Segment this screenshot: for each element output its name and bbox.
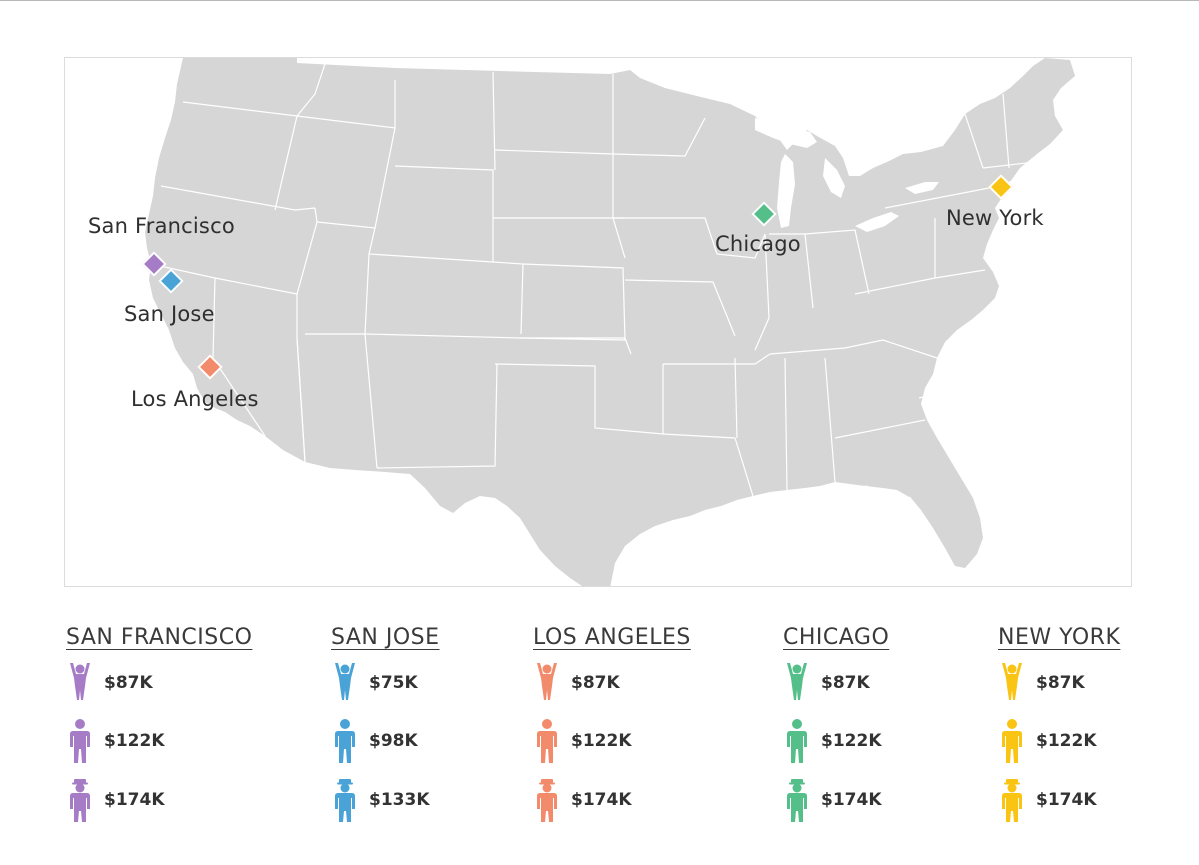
legend-column-new-york: NEW YORK $87K $122K $174K — [998, 625, 1121, 822]
child-figure-icon — [331, 660, 359, 706]
senior-figure-icon — [533, 777, 561, 823]
us-map-graphic — [145, 58, 1075, 586]
legend-title: NEW YORK — [998, 625, 1121, 650]
adult-figure-icon — [783, 718, 811, 764]
salary-value: $133K — [369, 790, 430, 810]
salary-value: $122K — [821, 731, 882, 751]
legend-column-san-jose: SAN JOSE $75K $98K $133K — [331, 625, 440, 822]
adult-figure-icon — [331, 718, 359, 764]
legend-title: SAN JOSE — [331, 625, 440, 650]
salary-value: $122K — [571, 731, 632, 751]
us-landmass — [145, 58, 1075, 586]
adult-figure-icon — [998, 718, 1026, 764]
salary-value: $122K — [104, 731, 165, 751]
legend-row: $122K — [783, 718, 882, 764]
salary-value: $87K — [104, 673, 153, 693]
senior-figure-icon — [66, 777, 94, 823]
legend-row: $87K — [533, 660, 620, 706]
san-francisco-label: San Francisco — [88, 214, 235, 238]
legend-row: $174K — [533, 777, 632, 823]
great-lakes — [755, 118, 939, 232]
salary-value: $122K — [1036, 731, 1097, 751]
new-york-label: New York — [946, 206, 1044, 230]
san-jose-label: San Jose — [124, 302, 215, 326]
legend-column-chicago: CHICAGO $87K $122K $174K — [783, 625, 890, 822]
salary-value: $75K — [369, 673, 418, 693]
us-map: San Francisco San Jose Los Angeles Chica… — [64, 57, 1132, 587]
legend-row: $87K — [783, 660, 870, 706]
legend-row: $174K — [66, 777, 165, 823]
los-angeles-label: Los Angeles — [131, 387, 259, 411]
salary-value: $98K — [369, 731, 418, 751]
salary-value: $87K — [821, 673, 870, 693]
senior-figure-icon — [998, 777, 1026, 823]
adult-figure-icon — [66, 718, 94, 764]
child-figure-icon — [66, 660, 94, 706]
salary-value: $174K — [1036, 790, 1097, 810]
top-divider — [0, 0, 1199, 1]
legend-row: $98K — [331, 718, 418, 764]
legend-column-san-francisco: SAN FRANCISCO $87K $122K $174K — [66, 625, 253, 822]
legend-row: $122K — [66, 718, 165, 764]
legend-title: SAN FRANCISCO — [66, 625, 253, 650]
legend-column-los-angeles: LOS ANGELES $87K $122K $174K — [533, 625, 691, 822]
adult-figure-icon — [533, 718, 561, 764]
salary-value: $174K — [821, 790, 882, 810]
legend-title: LOS ANGELES — [533, 625, 691, 650]
chicago-label: Chicago — [715, 232, 801, 256]
salary-value: $87K — [571, 673, 620, 693]
legend-row: $133K — [331, 777, 430, 823]
legend-row: $122K — [998, 718, 1097, 764]
legend-row: $122K — [533, 718, 632, 764]
child-figure-icon — [783, 660, 811, 706]
legend-title: CHICAGO — [783, 625, 890, 650]
senior-figure-icon — [783, 777, 811, 823]
salary-value: $174K — [571, 790, 632, 810]
salary-value: $87K — [1036, 673, 1085, 693]
salary-value: $174K — [104, 790, 165, 810]
child-figure-icon — [533, 660, 561, 706]
state-borders — [150, 58, 1058, 499]
legend-row: $87K — [998, 660, 1085, 706]
legend-row: $174K — [998, 777, 1097, 823]
legend-row: $75K — [331, 660, 418, 706]
legend-row: $87K — [66, 660, 153, 706]
child-figure-icon — [998, 660, 1026, 706]
legend-row: $174K — [783, 777, 882, 823]
senior-figure-icon — [331, 777, 359, 823]
